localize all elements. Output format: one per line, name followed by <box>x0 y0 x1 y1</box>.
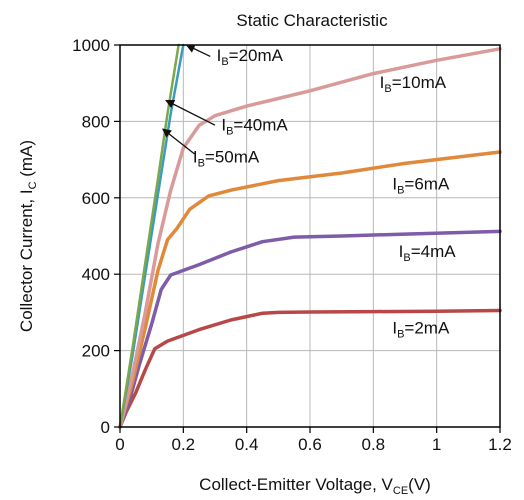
annotation-label-ann40: IB=40mA <box>221 116 288 138</box>
x-tick-label: 0.6 <box>298 435 322 454</box>
annotation-label-ann50: IB=50mA <box>193 147 260 169</box>
x-tick-label: 0 <box>115 435 124 454</box>
y-tick-label: 400 <box>82 265 110 284</box>
y-axis-label: Collector Current, IC (mA) <box>17 140 39 332</box>
annotations: IB=20mA IB=40mA IB=50mA <box>162 44 288 169</box>
series-line-ib6 <box>118 150 502 429</box>
series-line-ib4 <box>118 229 502 429</box>
y-ticks: 0 200 400 600 800 1000 <box>72 36 120 437</box>
y-axis-label-sub: C <box>27 181 39 189</box>
x-tick-label: 1.2 <box>488 435 512 454</box>
x-tick-label: 0.8 <box>362 435 386 454</box>
x-axis-label-sub: CE <box>393 485 408 497</box>
series-label-ib2: IB=2mA <box>392 318 450 340</box>
x-axis-label-main: Collect-Emitter Voltage, V <box>199 475 393 494</box>
annotation-arrow-ann20 <box>185 44 211 58</box>
annotation-arrow-ann40 <box>165 99 216 126</box>
x-ticks: 0 0.2 0.4 0.6 0.8 1 1.2 <box>115 427 512 454</box>
y-axis-label-main: Collector Current, I <box>17 189 36 332</box>
chart-title: Static Characteristic <box>236 11 388 30</box>
y-tick-label: 1000 <box>72 36 110 55</box>
series-labels: IB=2mA IB=4mA IB=6mA IB=10mA <box>380 73 457 340</box>
y-tick-label: 0 <box>101 418 110 437</box>
y-tick-label: 200 <box>82 342 110 361</box>
annotation-arrow-ann50 <box>162 128 195 155</box>
series-line-ib2 <box>118 308 502 429</box>
y-tick-label: 600 <box>82 189 110 208</box>
x-tick-label: 0.4 <box>235 435 259 454</box>
series-line-ib10 <box>118 47 502 429</box>
x-tick-label: 0.2 <box>172 435 196 454</box>
x-axis-label-unit: (V) <box>408 475 431 494</box>
y-tick-label: 800 <box>82 112 110 131</box>
series-label-ib6: IB=6mA <box>392 174 450 196</box>
x-tick-label: 1 <box>432 435 441 454</box>
x-axis-label: Collect-Emitter Voltage, VCE(V) <box>199 475 431 497</box>
grid <box>120 45 500 427</box>
series-label-ib4: IB=4mA <box>399 242 457 264</box>
y-axis-label-unit: (mA) <box>17 140 36 182</box>
series-label-ib10: IB=10mA <box>380 73 447 95</box>
annotation-label-ann20: IB=20mA <box>217 46 284 68</box>
